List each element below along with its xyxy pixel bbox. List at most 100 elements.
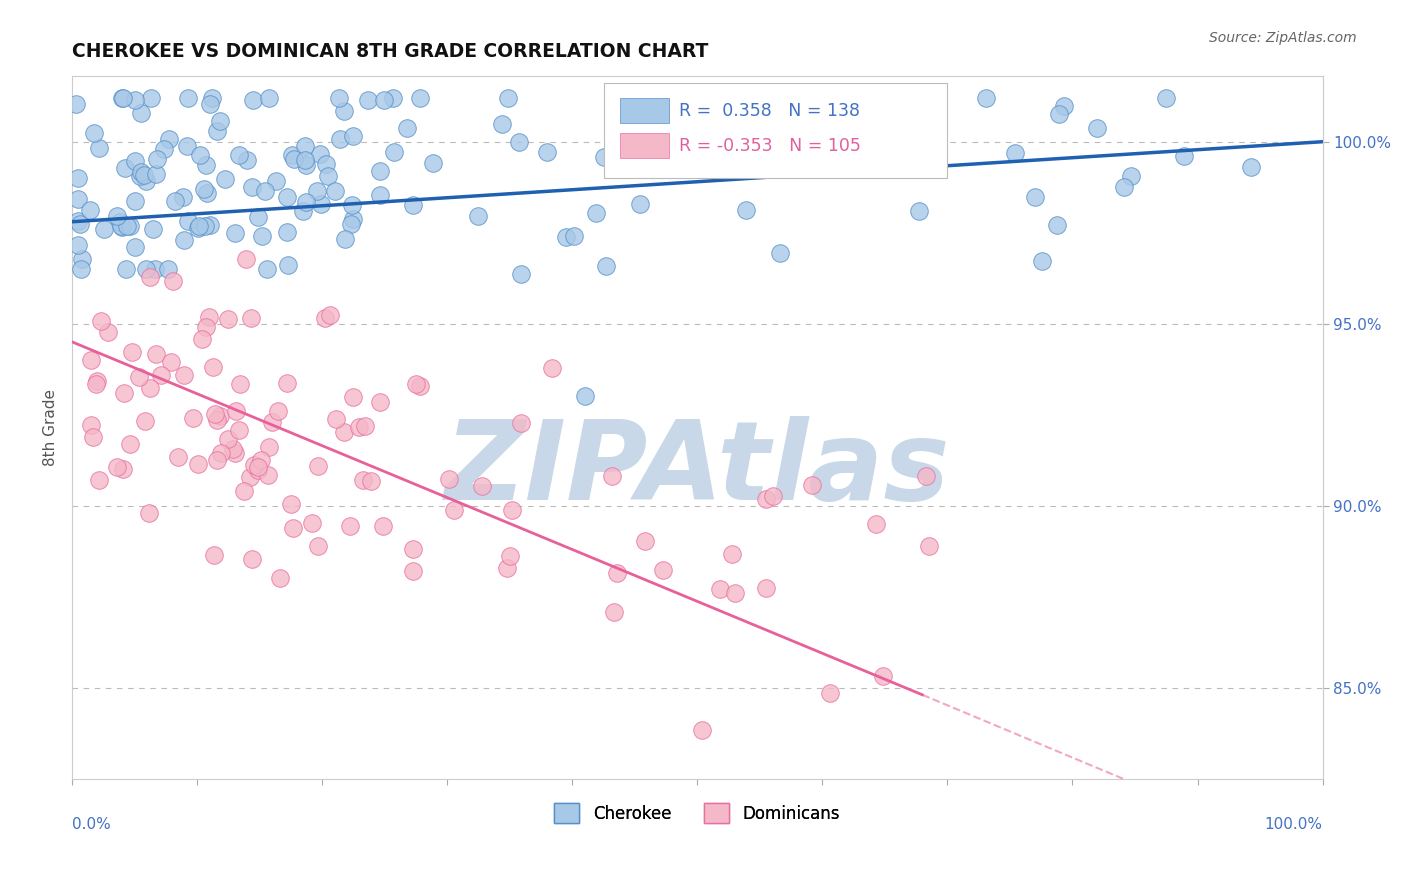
Point <box>309 197 332 211</box>
Point <box>628 197 651 211</box>
Point <box>1024 190 1046 204</box>
Point <box>67 192 90 206</box>
Point <box>280 497 302 511</box>
Point <box>105 209 128 223</box>
Point <box>86 374 108 388</box>
FancyBboxPatch shape <box>620 98 668 123</box>
FancyBboxPatch shape <box>603 83 948 178</box>
Point <box>111 91 134 105</box>
Point <box>606 566 628 580</box>
Point <box>195 186 218 200</box>
Point <box>269 571 291 585</box>
Point <box>405 377 427 392</box>
Point <box>381 91 404 105</box>
Point <box>335 232 357 246</box>
Point <box>353 419 375 434</box>
Point <box>176 138 198 153</box>
Point <box>340 198 363 212</box>
Point <box>256 262 278 277</box>
Point <box>187 457 209 471</box>
Point <box>325 411 347 425</box>
Point <box>198 218 221 232</box>
Point <box>233 483 256 498</box>
Point <box>188 148 211 162</box>
Point <box>172 190 194 204</box>
Point <box>159 354 181 368</box>
Point <box>329 132 352 146</box>
Point <box>499 549 522 563</box>
Point <box>1046 218 1069 232</box>
Point <box>277 258 299 272</box>
Text: Source: ZipAtlas.com: Source: ZipAtlas.com <box>1209 31 1357 45</box>
Point <box>593 150 616 164</box>
Point <box>66 171 89 186</box>
Point <box>235 252 257 267</box>
Point <box>319 308 342 322</box>
Point <box>135 173 157 187</box>
Point <box>690 723 713 737</box>
Point <box>111 220 134 235</box>
Point <box>1053 99 1076 113</box>
Point <box>134 168 156 182</box>
Point <box>832 91 855 105</box>
Point <box>70 252 93 266</box>
Text: ZIPAtlas: ZIPAtlas <box>444 416 950 523</box>
Point <box>229 377 252 392</box>
Point <box>510 267 533 281</box>
Point <box>491 118 513 132</box>
Point <box>755 491 778 506</box>
Point <box>409 378 432 392</box>
Point <box>555 229 578 244</box>
Point <box>257 468 280 483</box>
Point <box>865 517 887 532</box>
Point <box>93 222 115 236</box>
Point <box>768 245 790 260</box>
Point <box>228 423 250 437</box>
Point <box>224 226 246 240</box>
Point <box>111 91 134 105</box>
Point <box>222 442 245 456</box>
Point <box>328 91 350 105</box>
Point <box>766 110 789 124</box>
Point <box>342 212 364 227</box>
Point <box>194 158 217 172</box>
Point <box>224 446 246 460</box>
Point <box>239 469 262 483</box>
Point <box>124 240 146 254</box>
Point <box>437 472 460 486</box>
Point <box>83 126 105 140</box>
Point <box>501 502 523 516</box>
Point <box>65 97 87 112</box>
Point <box>295 195 318 210</box>
Point <box>214 172 236 186</box>
Point <box>80 353 103 368</box>
Point <box>87 473 110 487</box>
Point <box>246 211 269 225</box>
Point <box>314 310 336 325</box>
Point <box>370 187 392 202</box>
Point <box>872 669 894 683</box>
Point <box>128 369 150 384</box>
Point <box>800 478 823 492</box>
Legend: Cherokee, Dominicans: Cherokee, Dominicans <box>547 797 846 830</box>
Point <box>236 153 259 167</box>
Point <box>217 432 239 446</box>
Point <box>124 93 146 107</box>
Point <box>402 541 425 556</box>
Point <box>80 417 103 432</box>
Point <box>340 217 363 231</box>
Point <box>134 414 156 428</box>
Point <box>173 368 195 383</box>
Point <box>315 157 337 171</box>
Point <box>323 184 346 198</box>
Point <box>246 463 269 477</box>
Text: R = -0.353   N = 105: R = -0.353 N = 105 <box>679 136 860 154</box>
Point <box>129 106 152 120</box>
Point <box>396 121 419 136</box>
Point <box>352 473 374 487</box>
Point <box>918 539 941 553</box>
Point <box>276 376 298 390</box>
Point <box>291 203 314 218</box>
Point <box>342 390 364 404</box>
Point <box>652 563 675 577</box>
